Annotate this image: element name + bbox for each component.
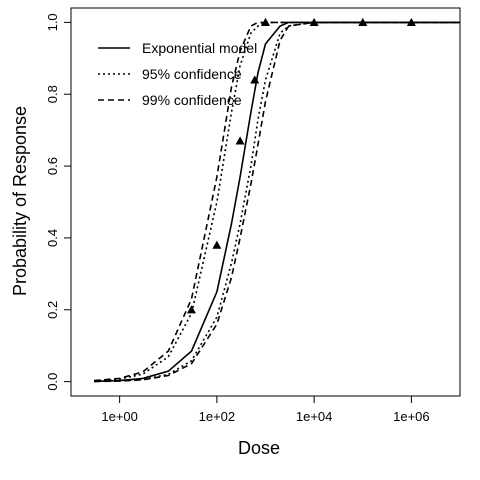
- y-axis-label: Probability of Response: [10, 106, 30, 296]
- series-line-dashed-3: [94, 21, 460, 382]
- series-line-dashed-4: [94, 21, 460, 383]
- y-tick-label: 0.6: [45, 157, 60, 175]
- observed-point: [261, 17, 270, 26]
- observed-point: [309, 17, 319, 26]
- x-tick-label: 1e+04: [296, 409, 333, 424]
- legend-label: 95% confidence: [142, 66, 242, 82]
- x-tick-label: 1e+02: [199, 409, 236, 424]
- y-tick-label: 0.0: [45, 373, 60, 391]
- y-tick-label: 1.0: [45, 13, 60, 31]
- series-line-dotted-1: [94, 21, 460, 382]
- observed-point: [235, 136, 245, 145]
- x-tick-label: 1e+00: [101, 409, 138, 424]
- x-tick-label: 1e+06: [393, 409, 430, 424]
- observed-point: [250, 75, 260, 84]
- x-axis-label: Dose: [238, 438, 280, 458]
- legend-label: Exponential model: [142, 40, 257, 56]
- plot-frame: [70, 7, 461, 397]
- observed-point: [186, 305, 196, 314]
- series-line-dotted-2: [94, 21, 460, 383]
- observed-point: [406, 17, 416, 26]
- legend-label: 99% confidence: [142, 92, 242, 108]
- y-tick-label: 0.2: [45, 301, 60, 319]
- y-tick-label: 0.8: [45, 85, 60, 103]
- observed-point: [212, 240, 222, 249]
- y-tick-label: 0.4: [45, 229, 60, 247]
- observed-point: [358, 17, 368, 26]
